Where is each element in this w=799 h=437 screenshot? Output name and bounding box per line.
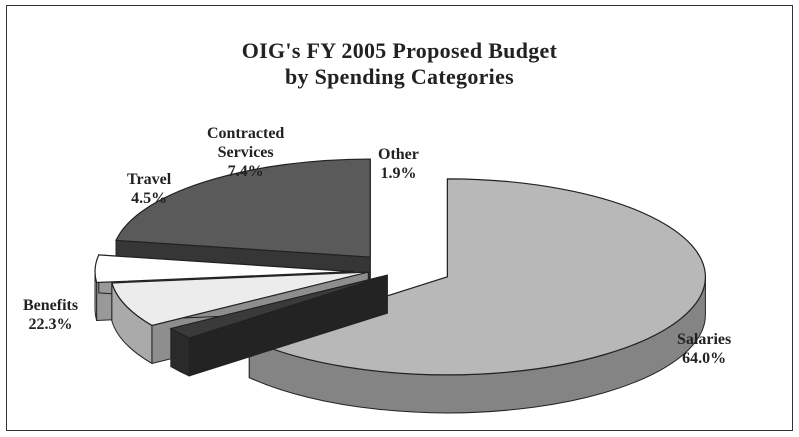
label-other-name: Other: [378, 146, 419, 163]
slice-salaries: [247, 178, 706, 376]
slice-other: [169, 274, 388, 339]
label-contracted-value: 7.4%: [227, 163, 264, 180]
label-other-value: 1.9%: [380, 165, 417, 182]
label-benefits-value: 22.3%: [28, 316, 73, 333]
label-travel-name: Travel: [127, 171, 172, 188]
label-salaries-value: 64.0%: [682, 350, 727, 367]
label-travel: Travel 4.5%: [127, 170, 171, 208]
label-benefits-name: Benefits: [23, 297, 79, 314]
label-salaries-name: Salaries: [677, 331, 732, 348]
chart-title: OIG's FY 2005 Proposed Budget: [241, 38, 558, 63]
slice-benefits: [115, 158, 371, 258]
label-salaries: Salaries 64.0%: [677, 330, 731, 368]
label-travel-value: 4.5%: [131, 190, 168, 207]
pie-slices: [94, 158, 706, 414]
slice-travel: [94, 254, 354, 284]
slice-contracted-services: [111, 271, 369, 327]
label-other: Other 1.9%: [378, 145, 419, 183]
chart-subtitle: by Spending Categories: [284, 64, 515, 89]
label-benefits: Benefits 22.3%: [23, 296, 78, 334]
label-contracted-line1: Contracted: [207, 125, 285, 142]
label-contracted-services: Contracted Services 7.4%: [207, 124, 284, 181]
label-contracted-line2: Services: [217, 144, 274, 161]
